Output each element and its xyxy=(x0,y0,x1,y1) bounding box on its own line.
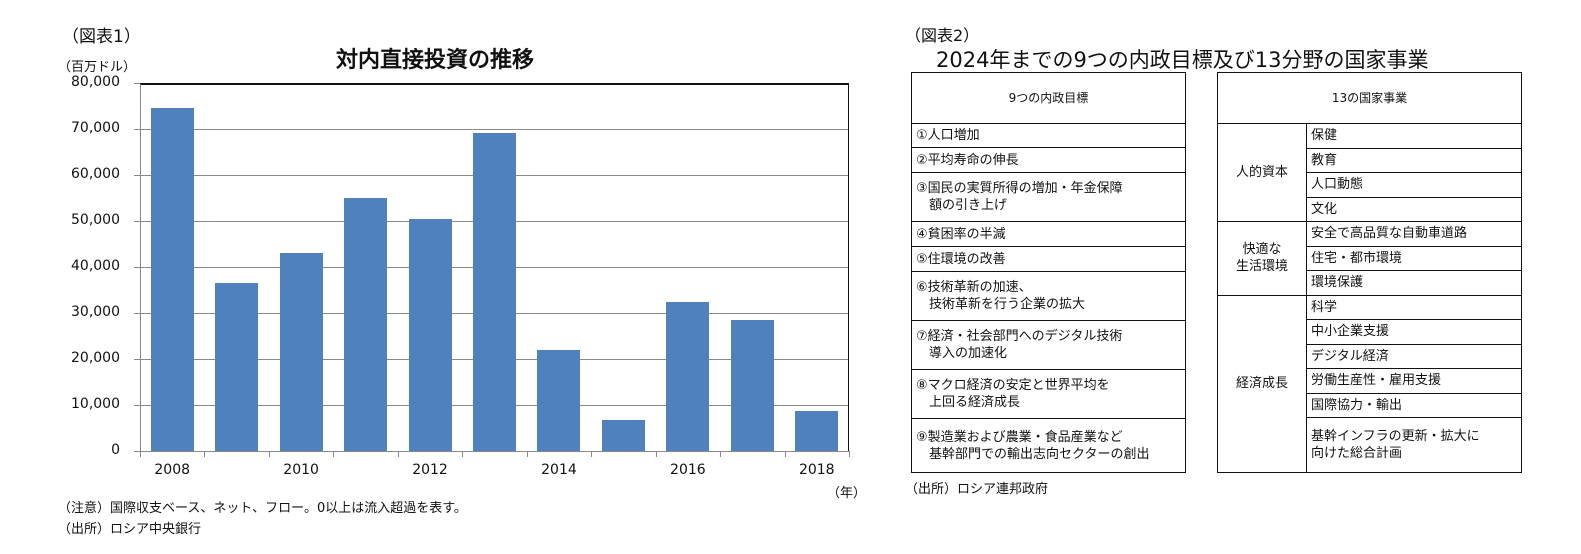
y-tick-mark xyxy=(134,267,140,268)
national-project-item: 基幹インフラの更新・拡大に 向けた総合計画 xyxy=(1306,417,1522,473)
chart-source: （出所）ロシア中央銀行 xyxy=(58,522,202,537)
x-tick-mark xyxy=(333,451,335,457)
bar-2013 xyxy=(473,133,516,451)
national-project-item: 文化 xyxy=(1306,196,1522,222)
bar-2010 xyxy=(279,252,323,451)
y-tick-label: 30,000 xyxy=(71,304,120,320)
y-tick-mark xyxy=(134,359,140,360)
y-tick-mark xyxy=(134,451,140,452)
y-tick-label: 80,000 xyxy=(71,74,120,90)
y-tick-label: 70,000 xyxy=(71,120,120,136)
x-tick-label: 2008 xyxy=(154,462,191,478)
x-tick-mark xyxy=(849,451,850,457)
domestic-goal-item: ⑦経済・社会部門へのデジタル技術 導入の加速化 xyxy=(911,320,1186,370)
domestic-goal-item: ①人口増加 xyxy=(911,123,1186,148)
x-tick-mark xyxy=(462,451,464,457)
national-projects-header: 13の国家事業 xyxy=(1217,72,1522,124)
bar-2011 xyxy=(344,198,388,451)
x-tick-mark xyxy=(140,451,141,457)
x-axis-unit: （年） xyxy=(827,486,867,501)
domestic-goals-table: 9つの内政目標 ①人口増加 ②平均寿命の伸長 ③国民の実質所得の増加・年金保障 額の… xyxy=(911,72,1186,473)
bar-2012 xyxy=(408,218,452,451)
domestic-goals-header: 9つの内政目標 xyxy=(911,72,1186,124)
x-tick-mark xyxy=(591,451,593,457)
x-tick-mark xyxy=(204,451,206,457)
y-tick-label: 10,000 xyxy=(71,396,120,412)
gridline xyxy=(141,129,848,130)
bar-2014 xyxy=(537,349,581,451)
plot-area xyxy=(140,83,849,451)
x-tick-mark xyxy=(268,451,270,457)
x-tick-label: 2010 xyxy=(283,462,319,478)
bar-2015 xyxy=(601,419,645,451)
national-projects-table: 13の国家事業 人的資本 保健 教育 人口動態 文化 快適な 生活環境 安全で高品質な自動車道… xyxy=(1217,72,1522,473)
y-tick-mark xyxy=(134,175,140,176)
national-project-item: 人口動態 xyxy=(1306,172,1522,198)
y-tick-label: 50,000 xyxy=(71,212,120,228)
national-project-item: 保健 xyxy=(1306,123,1522,149)
national-project-item: 中小企業支援 xyxy=(1306,319,1522,345)
domestic-goal-item: ④貧困率の半減 xyxy=(911,221,1186,247)
y-tick-label: 0 xyxy=(111,442,120,458)
y-tick-mark xyxy=(134,221,140,222)
x-tick-mark xyxy=(720,451,722,457)
project-group-label: 経済成長 xyxy=(1217,294,1307,473)
x-tick-label: 2012 xyxy=(412,462,448,478)
domestic-goal-item: ⑧マクロ経済の安定と世界平均を 上回る経済成長 xyxy=(911,369,1186,419)
y-tick-label: 40,000 xyxy=(71,258,120,274)
x-tick-label: 2014 xyxy=(541,462,577,478)
domestic-goal-item: ⑤住環境の改善 xyxy=(911,246,1186,272)
national-project-item: 国際協力・輸出 xyxy=(1306,392,1522,418)
bar-2016 xyxy=(666,301,710,451)
bar-2008 xyxy=(150,107,194,451)
y-tick-label: 20,000 xyxy=(71,350,120,366)
national-project-item: デジタル経済 xyxy=(1306,343,1522,369)
x-axis xyxy=(140,451,849,452)
table-source: （出所）ロシア連邦政府 xyxy=(905,482,1049,497)
chart-title: 対内直接投資の推移 xyxy=(336,48,535,73)
national-project-item: 住宅・都市環境 xyxy=(1306,245,1522,271)
y-tick-mark xyxy=(134,129,140,130)
x-tick-mark xyxy=(655,451,657,457)
national-project-item: 環境保護 xyxy=(1306,270,1522,296)
bar-2009 xyxy=(215,283,259,451)
national-project-item: 労働生産性・雇用支援 xyxy=(1306,368,1522,394)
domestic-goal-item: ⑥技術革新の加速、 技術革新を行う企業の拡大 xyxy=(911,271,1186,321)
figure1-label: （図表1） xyxy=(62,27,141,47)
x-tick-mark xyxy=(526,451,528,457)
x-tick-label: 2018 xyxy=(798,462,835,478)
chart-note: （注意）国際収支ベース、ネット、フロー。0以上は流入超過を表す。 xyxy=(58,501,467,516)
y-axis-unit: （百万ドル） xyxy=(58,60,137,75)
domestic-goal-item: ⑨製造業および農業・食品産業など 基幹部門での輸出志向セクターの創出 xyxy=(911,418,1186,473)
x-tick-label: 2016 xyxy=(670,462,706,478)
national-project-item: 教育 xyxy=(1306,147,1522,173)
national-project-item: 安全で高品質な自動車道路 xyxy=(1306,221,1522,247)
domestic-goal-item: ③国民の実質所得の増加・年金保障 額の引き上げ xyxy=(911,172,1186,222)
y-tick-mark xyxy=(134,83,140,84)
bar-2018 xyxy=(795,411,839,451)
project-group-label: 人的資本 xyxy=(1217,123,1307,222)
y-tick-label: 60,000 xyxy=(71,166,120,182)
project-group-label: 快適な 生活環境 xyxy=(1217,221,1307,296)
national-project-item: 科学 xyxy=(1306,294,1522,320)
x-tick-mark xyxy=(397,451,399,457)
figure2-label: （図表2） xyxy=(905,26,980,45)
y-tick-mark xyxy=(134,405,140,406)
bar-2017 xyxy=(730,319,774,451)
table-title: 2024年までの9つの内政目標及び13分野の国家事業 xyxy=(936,48,1429,72)
y-tick-mark xyxy=(134,313,140,314)
domestic-goal-item: ②平均寿命の伸長 xyxy=(911,147,1186,173)
x-tick-mark xyxy=(784,451,786,457)
